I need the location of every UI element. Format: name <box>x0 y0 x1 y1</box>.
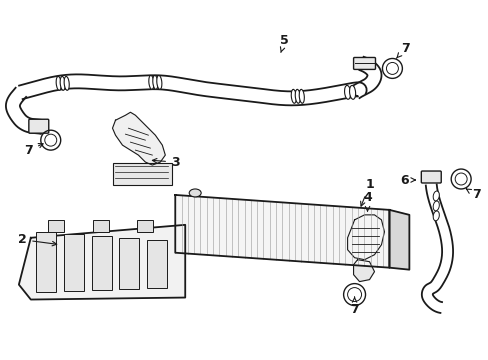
Ellipse shape <box>299 89 304 103</box>
Polygon shape <box>351 57 381 98</box>
Bar <box>137 220 153 232</box>
Ellipse shape <box>349 85 355 99</box>
Text: 7: 7 <box>349 297 358 316</box>
Ellipse shape <box>189 189 201 197</box>
Ellipse shape <box>432 201 438 211</box>
Ellipse shape <box>291 89 296 103</box>
Bar <box>91 236 111 289</box>
Polygon shape <box>19 225 185 300</box>
Bar <box>147 240 167 288</box>
Bar <box>36 232 56 292</box>
Ellipse shape <box>152 76 158 89</box>
Polygon shape <box>388 210 408 270</box>
Bar <box>63 234 83 291</box>
Polygon shape <box>175 195 388 268</box>
Text: 7: 7 <box>466 188 480 202</box>
Ellipse shape <box>344 85 350 99</box>
Polygon shape <box>347 215 384 260</box>
FancyBboxPatch shape <box>353 58 375 69</box>
FancyBboxPatch shape <box>29 119 49 133</box>
Ellipse shape <box>148 76 154 89</box>
Bar <box>112 163 172 185</box>
Polygon shape <box>112 112 165 165</box>
Ellipse shape <box>56 76 61 90</box>
Ellipse shape <box>64 76 69 90</box>
Ellipse shape <box>432 211 438 221</box>
Polygon shape <box>19 75 366 105</box>
Text: 4: 4 <box>363 192 371 211</box>
Text: 7: 7 <box>24 144 43 157</box>
Ellipse shape <box>432 191 438 201</box>
Bar <box>48 220 63 232</box>
Ellipse shape <box>295 89 300 103</box>
Ellipse shape <box>157 76 162 89</box>
Polygon shape <box>353 260 374 282</box>
Text: 2: 2 <box>19 233 57 246</box>
Text: 7: 7 <box>396 42 409 58</box>
FancyBboxPatch shape <box>421 171 440 183</box>
Text: 3: 3 <box>152 156 179 168</box>
Polygon shape <box>421 184 452 313</box>
Bar <box>119 238 139 289</box>
Text: 6: 6 <box>399 174 414 186</box>
Polygon shape <box>6 88 44 134</box>
Ellipse shape <box>60 76 65 90</box>
Text: 1: 1 <box>360 179 373 206</box>
Text: 5: 5 <box>280 34 288 53</box>
Bar <box>92 220 108 232</box>
